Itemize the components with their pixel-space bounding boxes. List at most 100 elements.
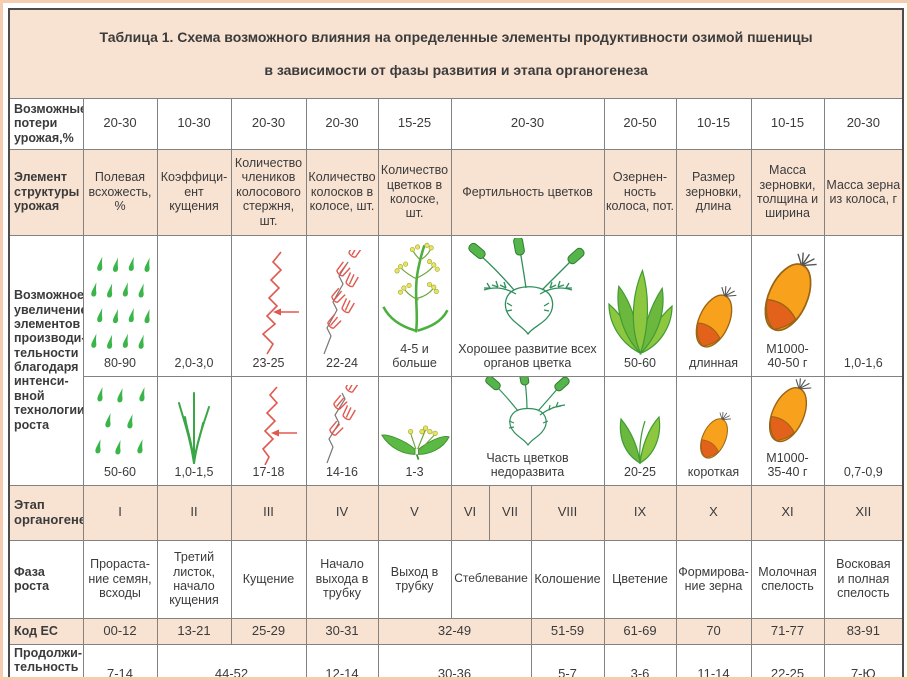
element-header: Размер зерновки, длина	[675, 148, 752, 236]
ec-row-label: Код ЕС	[8, 617, 84, 645]
cell-florets-low: 1-3	[377, 375, 452, 486]
flower-underdeveloped-icon	[484, 377, 570, 446]
elements-row-label: Элемент структуры урожая	[8, 148, 84, 236]
duration-value: 5-7	[530, 643, 605, 677]
losses-value: 15-25	[377, 97, 452, 150]
ec-value: 71-77	[750, 617, 825, 645]
increase-upper-value: 80-90	[104, 356, 136, 371]
stage-value: XII	[823, 484, 904, 541]
table-title-line2: в зависимости от фазы развития и этапа о…	[264, 61, 648, 78]
stage-value: VIII	[530, 484, 605, 541]
tiller-icon	[178, 392, 210, 465]
cell-field-germination-low: 50-60	[82, 375, 158, 486]
phase-value: Восковая и полная спелость	[823, 539, 904, 619]
increase-upper-value: 4-5 и больше	[392, 341, 437, 371]
cell-grain-mass-low: М1000- 35-40 г	[750, 375, 825, 486]
ec-value: 00-12	[82, 617, 158, 645]
cell-field-germination-high: 80-90	[82, 234, 158, 377]
stage-value: VI	[450, 484, 490, 541]
ec-value: 32-49	[377, 617, 532, 645]
grain-long-icon	[688, 281, 739, 354]
stage-value: XI	[750, 484, 825, 541]
losses-row-label: Возможные потери урожая,%	[8, 97, 84, 150]
spikelets-short-icon	[326, 385, 360, 464]
increase-row-label: Возможное увеличение элементов производи…	[8, 234, 84, 486]
duration-value: 7-Ю	[823, 643, 904, 677]
stage-value: I	[82, 484, 158, 541]
cell-florets-high: 4-5 и больше	[377, 234, 452, 377]
element-header: Количество цветков в колоске, шт.	[377, 148, 452, 236]
increase-lower-value: 50-60	[104, 465, 136, 480]
cell-tillering-coef-high: 2,0-3,0	[156, 234, 232, 377]
duration-row-label: Продолжи- тельность периода, дней	[8, 643, 84, 677]
cell-fertility-low: Часть цветков недоразвита	[450, 375, 605, 486]
increase-upper-value: М1000- 40-50 г	[766, 341, 809, 371]
increase-upper-value: 23-25	[252, 356, 285, 371]
leaf-pair-icon	[619, 415, 661, 465]
phase-value: Молочная спелость	[750, 539, 825, 619]
ec-value: 61-69	[603, 617, 677, 645]
leaf-cluster-icon	[607, 268, 673, 356]
table-title-cell: Таблица 1. Схема возможного влияния на о…	[8, 8, 904, 99]
increase-lower-value: 14-16	[326, 465, 358, 480]
increase-lower-value: короткая	[687, 465, 740, 480]
duration-value: 7-14	[82, 643, 158, 677]
rachis-zigzag-icon	[261, 251, 299, 355]
increase-lower-value: 0,7-0,9	[843, 465, 883, 480]
stage-value: II	[156, 484, 232, 541]
seedlings-sparse-icon	[95, 387, 145, 455]
losses-value: 20-50	[603, 97, 677, 150]
cell-ear-mass-high: 1,0-1,6	[823, 234, 904, 377]
spikelets-icon	[323, 250, 363, 355]
phase-value: Стеблевание	[450, 539, 532, 619]
wheat-productivity-table: Таблица 1. Схема возможного влияния на о…	[8, 8, 905, 677]
table-title-line1: Таблица 1. Схема возможного влияния на о…	[99, 29, 813, 46]
element-header: Полевая всхожесть, %	[82, 148, 158, 236]
cell-spikelets-low: 14-16	[305, 375, 379, 486]
increase-upper-value: 1,0-1,6	[843, 356, 883, 371]
losses-value: 10-15	[675, 97, 752, 150]
cell-grain-number-low: 20-25	[603, 375, 677, 486]
phase-value: Кущение	[230, 539, 307, 619]
ec-value: 30-31	[305, 617, 379, 645]
cell-rachis-high: 23-25	[230, 234, 307, 377]
duration-value: 3-6	[603, 643, 677, 677]
phase-value: Колошение	[530, 539, 605, 619]
phase-value: Выход в трубку	[377, 539, 452, 619]
phase-value: Формирова- ние зерна	[675, 539, 752, 619]
increase-lower-value: Часть цветков недоразвита	[486, 450, 569, 480]
flowering-panicle-icon	[381, 242, 449, 333]
element-header: Фертильность цветков	[450, 148, 605, 236]
cell-rachis-low: 17-18	[230, 375, 307, 486]
cell-tillering-coef-low: 1,0-1,5	[156, 375, 232, 486]
small-flower-plant-icon	[380, 425, 450, 461]
duration-value: 22-25	[750, 643, 825, 677]
grain-medium-icon	[761, 377, 814, 448]
cell-grain-mass-high: М1000- 40-50 г	[750, 234, 825, 377]
duration-value: 30-36	[377, 643, 532, 677]
stage-value: IX	[603, 484, 677, 541]
increase-lower-value: 17-18	[252, 465, 285, 480]
increase-upper-value: 50-60	[624, 356, 656, 371]
rachis-zigzag-short-icon	[261, 386, 297, 466]
increase-lower-value: М1000- 35-40 г	[766, 450, 809, 480]
phase-row-label: Фаза роста	[8, 539, 84, 619]
ec-value: 83-91	[823, 617, 904, 645]
element-header: Количество члеников колосового стержня, …	[230, 148, 307, 236]
element-header: Озернен- ность колоса, пот.	[603, 148, 677, 236]
losses-value: 20-30	[230, 97, 307, 150]
grain-large-icon	[755, 245, 820, 338]
duration-value: 12-14	[305, 643, 379, 677]
cell-grain-size-high: длинная	[675, 234, 752, 377]
duration-value: 11-14	[675, 643, 752, 677]
losses-value: 20-30	[305, 97, 379, 150]
increase-upper-value: 22-24	[326, 356, 358, 371]
losses-value: 20-30	[823, 97, 904, 150]
losses-value: 20-30	[82, 97, 158, 150]
stage-value: V	[377, 484, 452, 541]
element-header: Масса зерновки, толщина и ширина	[750, 148, 825, 236]
stage-value: IV	[305, 484, 379, 541]
cell-spikelets-high: 22-24	[305, 234, 379, 377]
cell-grain-size-low: короткая	[675, 375, 752, 486]
